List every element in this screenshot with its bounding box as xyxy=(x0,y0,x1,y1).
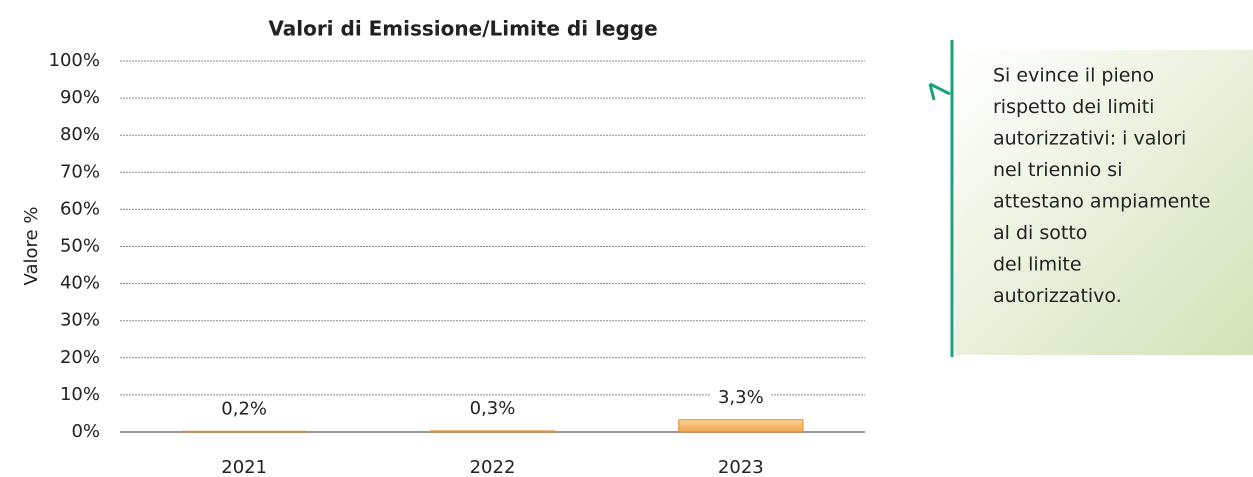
y-tick-label: 70% xyxy=(60,161,100,182)
x-tick-label: 2023 xyxy=(718,457,764,477)
y-tick-label: 50% xyxy=(60,236,100,257)
y-tick-label: 10% xyxy=(60,384,100,405)
value-label: 0,3% xyxy=(470,398,516,419)
value-label-bg xyxy=(214,397,275,422)
y-tick-label: 0% xyxy=(71,421,100,442)
note-line: autorizzativi: i valori xyxy=(993,128,1186,150)
chart-title: Valori di Emissione/Limite di legge xyxy=(268,17,657,41)
value-label: 3,3% xyxy=(718,387,764,408)
note-line: rispetto dei limiti xyxy=(993,96,1154,118)
note-line: Si evince il pieno xyxy=(993,65,1154,87)
y-axis-label: Valore % xyxy=(21,207,42,286)
note-box xyxy=(955,50,1253,355)
value-label: 0,2% xyxy=(221,398,267,419)
value-label-bg xyxy=(710,385,771,410)
note-line: nel triennio si xyxy=(993,159,1122,181)
note-line: attestano ampiamente xyxy=(993,191,1210,213)
note-line: del limite xyxy=(993,254,1082,276)
note: Si evince il pieno rispetto dei limiti aut… xyxy=(993,65,1210,308)
note-line: al di sotto xyxy=(993,222,1087,244)
y-tick-label: 90% xyxy=(60,87,100,108)
note-hook xyxy=(928,82,951,101)
y-tick-label: 100% xyxy=(49,50,100,71)
x-tick-label: 2022 xyxy=(470,457,516,477)
y-tick-label: 60% xyxy=(60,198,100,219)
note-line: autorizzativo. xyxy=(993,285,1122,307)
value-label-bg xyxy=(462,396,523,421)
y-tick-label: 80% xyxy=(60,124,100,145)
bar xyxy=(678,419,804,433)
x-tick-label: 2021 xyxy=(221,457,267,477)
bar xyxy=(181,430,307,433)
y-tick-label: 20% xyxy=(60,347,100,368)
y-tick-label: 30% xyxy=(60,310,100,331)
y-tick-label: 40% xyxy=(60,273,100,294)
bar xyxy=(429,430,556,433)
